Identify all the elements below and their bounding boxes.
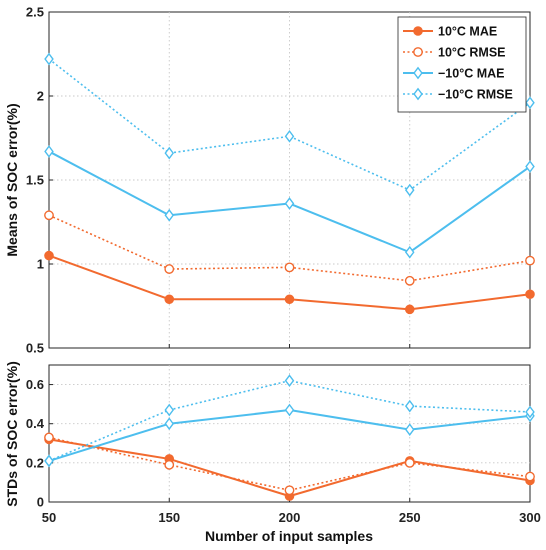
y-tick-label: 2 xyxy=(37,89,44,104)
data-point xyxy=(404,423,415,436)
legend-marker xyxy=(413,47,423,57)
data-point xyxy=(525,255,535,266)
series-4 xyxy=(44,374,535,468)
y-tick-label: 0.5 xyxy=(26,341,44,356)
data-point xyxy=(284,129,295,143)
legend-marker xyxy=(413,26,423,36)
legend-item: −10°C MAE xyxy=(403,67,504,81)
data-point xyxy=(404,457,415,468)
data-point xyxy=(404,183,415,197)
means-series xyxy=(44,52,535,315)
data-point xyxy=(525,289,535,300)
series-3 xyxy=(44,145,535,259)
data-point xyxy=(164,417,175,431)
stds-y-axis-label: STDs of SOC error(%) xyxy=(4,361,20,506)
data-point xyxy=(404,245,415,259)
y-tick-label: 0.6 xyxy=(26,377,44,392)
data-point xyxy=(284,262,295,273)
data-point xyxy=(404,399,415,413)
data-point xyxy=(525,405,535,419)
data-point xyxy=(284,197,295,210)
data-point xyxy=(44,145,54,158)
series-2 xyxy=(44,210,535,286)
x-axis-label: Number of input samples xyxy=(205,528,373,544)
data-point xyxy=(284,374,295,388)
data-point xyxy=(525,471,535,482)
data-point xyxy=(44,432,54,443)
data-point xyxy=(404,275,415,286)
stds-panel: 0 0.2 0.4 0.6 STDs of SOC error(%) xyxy=(4,361,535,510)
x-tick-label: 200 xyxy=(279,510,301,525)
data-point xyxy=(44,210,54,221)
legend-marker xyxy=(413,66,423,80)
series-4 xyxy=(44,52,535,197)
stds-y-ticks: 0 0.2 0.4 0.6 xyxy=(26,377,531,510)
series-3 xyxy=(44,403,535,468)
x-tick-label: 150 xyxy=(158,510,180,525)
x-tick-label: 300 xyxy=(519,510,541,525)
chart-legend: 10°C MAE 10°C RMSE −10°C MAE −10°C RMSE xyxy=(397,16,527,113)
y-tick-label: 0.2 xyxy=(26,455,44,470)
data-point xyxy=(164,264,175,274)
legend-label: 10°C MAE xyxy=(438,25,497,39)
data-point xyxy=(284,294,295,305)
y-tick-label: 1 xyxy=(37,257,44,272)
means-y-ticks: 0.5 1 1.5 2 2.5 xyxy=(26,5,531,356)
data-point xyxy=(525,96,535,110)
data-point xyxy=(525,160,535,173)
series-line xyxy=(48,58,531,191)
y-tick-label: 0.4 xyxy=(26,416,45,431)
legend-item: −10°C RMSE xyxy=(403,88,513,102)
data-point xyxy=(44,454,54,468)
data-point xyxy=(44,52,54,66)
series-line xyxy=(48,436,531,492)
legend-marker xyxy=(413,87,423,101)
data-point xyxy=(44,250,54,261)
legend-item: 10°C MAE xyxy=(403,25,497,39)
series-1 xyxy=(44,250,535,315)
y-tick-label: 1.5 xyxy=(26,173,44,188)
means-grid xyxy=(49,12,530,348)
data-point xyxy=(284,485,295,496)
data-point xyxy=(164,146,175,160)
data-point xyxy=(164,403,175,417)
legend-item: 10°C RMSE xyxy=(403,46,506,60)
means-y-axis-label: Means of SOC error(%) xyxy=(4,103,20,256)
data-point xyxy=(164,294,175,305)
legend-label: −10°C MAE xyxy=(438,67,504,81)
data-point xyxy=(164,459,175,470)
stds-series xyxy=(44,374,535,501)
data-point xyxy=(284,403,295,417)
y-tick-label: 2.5 xyxy=(26,5,44,20)
x-tick-label: 250 xyxy=(399,510,421,525)
series-2 xyxy=(44,432,535,496)
means-panel: 0.5 1 1.5 2 2.5 Means of SOC error(%) xyxy=(4,5,535,356)
x-tick-label: 50 xyxy=(42,510,56,525)
data-point xyxy=(404,304,415,315)
series-line xyxy=(48,379,531,462)
x-tick-labels: 50 150 200 250 300 xyxy=(42,510,541,525)
legend-label: −10°C RMSE xyxy=(438,88,513,102)
y-tick-label: 0 xyxy=(37,495,44,510)
data-point xyxy=(164,208,175,222)
legend-label: 10°C RMSE xyxy=(438,46,506,60)
